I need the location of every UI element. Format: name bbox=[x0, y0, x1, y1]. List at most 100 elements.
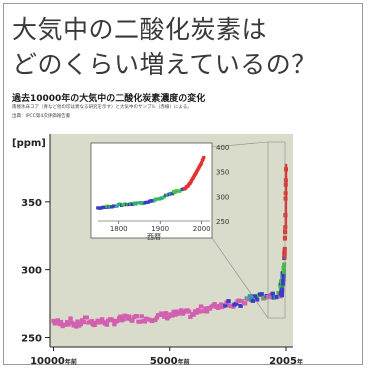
inset-ice-core-point bbox=[100, 205, 105, 209]
ice-core-point bbox=[186, 309, 192, 314]
ice-core-point bbox=[127, 314, 132, 319]
recent-point bbox=[281, 281, 286, 286]
ice-core-point bbox=[163, 311, 168, 316]
ice-core-point bbox=[174, 309, 179, 314]
ice-core-point bbox=[223, 303, 228, 308]
inset-ice-core-point bbox=[97, 206, 102, 210]
ice-core-point bbox=[112, 322, 117, 327]
ice-core-point bbox=[57, 322, 62, 327]
ice-core-point bbox=[204, 309, 210, 314]
zoom-connector-line bbox=[211, 237, 269, 319]
ice-core-point bbox=[99, 317, 105, 322]
ice-core-point bbox=[173, 312, 178, 317]
x-tick-label: 10000年前 bbox=[30, 356, 77, 367]
inset-atmospheric-point bbox=[197, 165, 202, 169]
ice-core-point bbox=[114, 318, 120, 323]
inset-y-tick-label: 250 bbox=[216, 218, 229, 226]
ice-core-point bbox=[137, 319, 143, 324]
chart-subtitle: 過去10000年の大気中の二酸化炭素濃度の変化 bbox=[12, 94, 206, 104]
ice-core-point bbox=[218, 302, 224, 307]
inset-ice-core-point bbox=[109, 205, 114, 209]
ice-core-point bbox=[207, 306, 213, 311]
ice-core-point bbox=[245, 297, 251, 302]
ice-core-point bbox=[118, 314, 123, 319]
inset-ice-core-point bbox=[130, 202, 135, 206]
ice-core-point bbox=[198, 304, 204, 309]
ice-core-point bbox=[179, 308, 184, 313]
inset-ice-core-point bbox=[154, 197, 158, 201]
inset-ice-core-point bbox=[150, 199, 155, 203]
ice-core-point bbox=[188, 314, 193, 319]
inset-x-tick-label: 1800 bbox=[110, 225, 128, 233]
ice-core-point bbox=[54, 320, 59, 325]
ice-core-point bbox=[203, 306, 208, 311]
ice-core-point bbox=[104, 322, 110, 327]
zoom-region-box bbox=[267, 141, 286, 319]
ice-core-point bbox=[154, 315, 160, 320]
ice-core-point bbox=[247, 294, 253, 299]
x-tick-label: 2005年 bbox=[269, 356, 303, 367]
ice-core-point bbox=[236, 298, 242, 303]
ice-core-point bbox=[177, 310, 183, 315]
ice-core-point bbox=[231, 304, 236, 309]
ice-core-point bbox=[171, 309, 176, 314]
inset-ice-core-point bbox=[133, 202, 138, 206]
ice-core-point bbox=[66, 322, 71, 327]
ice-core-point bbox=[276, 290, 281, 295]
inset-y-tick-label: 350 bbox=[216, 169, 229, 177]
ice-core-point bbox=[72, 321, 77, 326]
y-tick-label: 250 bbox=[21, 334, 42, 345]
inset-x-tick-label: 1900 bbox=[151, 225, 169, 233]
ice-core-point bbox=[169, 313, 175, 318]
recent-point bbox=[281, 265, 286, 270]
y-tick-label: 300 bbox=[21, 266, 42, 277]
ice-core-point bbox=[55, 318, 60, 323]
inset-atmospheric-point bbox=[202, 155, 206, 160]
inset-ice-core-point bbox=[173, 190, 177, 195]
ice-core-point bbox=[68, 316, 73, 321]
inset-ice-core-point bbox=[140, 201, 144, 206]
inset-ice-core-point bbox=[160, 196, 165, 200]
inset-ice-core-point bbox=[115, 204, 119, 208]
inset-y-tick-label: 400 bbox=[216, 144, 229, 152]
ice-core-point bbox=[125, 316, 131, 321]
ice-core-point bbox=[234, 301, 239, 306]
inset-ice-core-point bbox=[136, 201, 141, 205]
ice-core-point bbox=[124, 314, 129, 319]
ice-core-point bbox=[238, 303, 243, 308]
inset-ice-core-point bbox=[170, 192, 175, 196]
inset-atmospheric-point bbox=[189, 179, 194, 183]
title-line-2: どのくらい増えているの？ bbox=[12, 50, 317, 79]
ice-core-point bbox=[194, 310, 199, 315]
ice-core-point bbox=[166, 314, 172, 319]
recent-point bbox=[281, 273, 286, 278]
ice-core-point bbox=[121, 317, 126, 322]
ice-core-point bbox=[212, 302, 217, 307]
ice-core-point bbox=[267, 295, 272, 300]
ice-core-point bbox=[250, 298, 256, 303]
ice-core-point bbox=[92, 323, 97, 328]
inset-ice-core-point bbox=[123, 202, 127, 206]
x-tick-label: 5000年前 bbox=[150, 356, 190, 367]
recent-point bbox=[282, 250, 287, 255]
ice-core-point bbox=[142, 319, 147, 324]
y-tick-label: 350 bbox=[21, 198, 42, 209]
ice-core-point bbox=[162, 314, 167, 319]
zoom-connector-line bbox=[211, 141, 269, 148]
ice-core-point bbox=[89, 319, 94, 324]
ice-core-point bbox=[51, 318, 56, 323]
ice-core-point bbox=[58, 319, 64, 324]
ice-core-point bbox=[153, 317, 158, 322]
inset-ice-core-point bbox=[118, 202, 122, 206]
recent-point bbox=[280, 287, 285, 292]
inset-x-tick-label: 2000 bbox=[193, 225, 211, 233]
recent-point bbox=[282, 254, 287, 259]
citation-note: 出典：IPCC第4次評価報告書 bbox=[12, 114, 71, 119]
inset-ice-core-point bbox=[177, 189, 182, 193]
ice-core-point bbox=[110, 318, 116, 323]
ice-core-point bbox=[259, 292, 264, 297]
inset-plot: 1800 1900 2000 西暦 400 350 300 250 bbox=[90, 141, 269, 319]
ice-core-point bbox=[134, 314, 140, 319]
ice-core-point bbox=[65, 320, 70, 325]
